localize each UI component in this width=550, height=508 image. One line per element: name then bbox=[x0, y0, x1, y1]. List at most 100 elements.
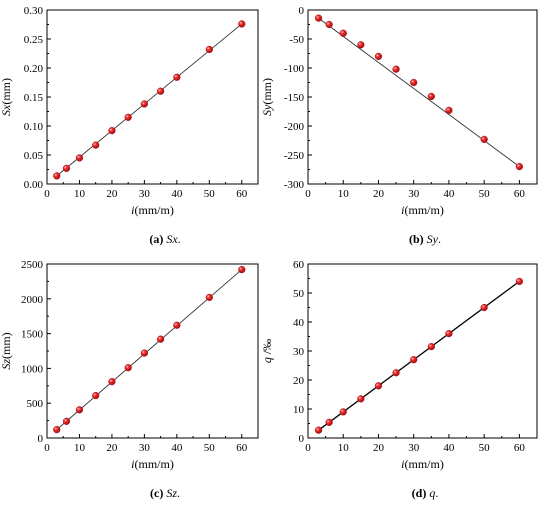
x-axis-label-a: i(mm/m) bbox=[131, 203, 174, 217]
data-point-c bbox=[92, 391, 100, 400]
data-point-a bbox=[140, 100, 148, 108]
data-point-c bbox=[173, 321, 181, 329]
caption-d-name: q bbox=[429, 486, 436, 500]
y-tick-label-b: -150 bbox=[284, 92, 305, 104]
data-point-c bbox=[140, 349, 148, 357]
y-tick-label-a: 0.10 bbox=[24, 121, 44, 133]
caption-d-label: (d) bbox=[411, 486, 427, 500]
data-point-d bbox=[480, 303, 488, 312]
fit-line-b bbox=[318, 17, 520, 167]
x-tick-label-d: 50 bbox=[479, 442, 491, 454]
x-tick-label-a: 0 bbox=[44, 188, 50, 200]
data-point-d bbox=[325, 418, 333, 426]
data-point-b bbox=[374, 52, 383, 61]
x-tick-label-d: 40 bbox=[443, 442, 455, 454]
x-tick-label-a: 60 bbox=[236, 188, 248, 200]
x-tick-label-d: 20 bbox=[373, 442, 385, 454]
x-tick-label-a: 50 bbox=[204, 188, 216, 200]
x-tick-label-c: 30 bbox=[139, 442, 151, 454]
x-tick-label-d: 30 bbox=[408, 442, 420, 454]
chart-a: 0 10 20 30 40 50 60 0.00 0.05 0.10 0.15 0.20 0.25 0.3… bbox=[0, 5, 259, 217]
x-tick-label-c: 60 bbox=[236, 442, 248, 454]
y-tick-label-c: 0 bbox=[38, 433, 44, 445]
data-point-c bbox=[124, 364, 132, 372]
caption-c-label: (c) bbox=[150, 486, 164, 500]
y-tick-label-b: -250 bbox=[284, 150, 305, 162]
data-point-c bbox=[157, 335, 165, 343]
y-tick-label-c: 2500 bbox=[21, 259, 44, 271]
data-point-d bbox=[392, 369, 400, 377]
y-tick-label-b: -100 bbox=[284, 63, 305, 75]
x-tick-label-c: 10 bbox=[74, 442, 86, 454]
caption-c-suffix: . bbox=[177, 486, 180, 500]
data-point-b bbox=[427, 92, 435, 101]
x-tick-label-d: 0 bbox=[305, 442, 311, 454]
data-point-b bbox=[325, 20, 333, 29]
y-tick-label-a: 0.20 bbox=[24, 63, 44, 75]
caption-a-label: (a) bbox=[149, 232, 164, 246]
y-tick-label-c: 1000 bbox=[21, 363, 44, 375]
x-tick-label-b: 20 bbox=[373, 188, 385, 200]
y-tick-label-b: -200 bbox=[284, 121, 305, 133]
data-point-a bbox=[108, 127, 116, 135]
x-tick-label-b: 30 bbox=[408, 188, 420, 200]
data-point-b bbox=[515, 163, 523, 171]
y-tick-label-b: -50 bbox=[289, 34, 304, 46]
caption-a-suffix: . bbox=[177, 232, 181, 246]
data-point-c bbox=[108, 378, 116, 386]
caption-c: (c) Sz. bbox=[75, 486, 255, 501]
y-tick-label-a: 0.25 bbox=[24, 34, 44, 46]
y-tick-label-c: 2000 bbox=[21, 294, 44, 306]
y-tick-label-d: 10 bbox=[293, 404, 305, 416]
data-point-a bbox=[62, 164, 71, 172]
data-point-b bbox=[314, 14, 323, 22]
y-tick-label-d: 0 bbox=[299, 433, 305, 445]
y-tick-label-d: 60 bbox=[293, 259, 305, 271]
x-tick-label-a: 10 bbox=[74, 188, 86, 200]
data-point-a bbox=[124, 113, 132, 121]
x-tick-label-c: 0 bbox=[44, 442, 50, 454]
caption-d-suffix: . bbox=[435, 486, 439, 500]
data-point-d bbox=[357, 395, 365, 403]
data-point-d bbox=[445, 330, 453, 338]
x-axis-label-d: i(mm/m) bbox=[401, 457, 444, 471]
data-point-a bbox=[53, 172, 61, 180]
data-point-c bbox=[62, 417, 71, 425]
fit-line-a bbox=[56, 23, 243, 177]
caption-b: (b) Sy. bbox=[335, 232, 515, 247]
data-point-d bbox=[427, 343, 435, 351]
y-tick-label-d: 40 bbox=[293, 317, 305, 329]
fit-line-c bbox=[56, 269, 243, 430]
data-point-c bbox=[238, 265, 246, 274]
caption-d: (d) q. bbox=[335, 486, 515, 501]
caption-b-label: (b) bbox=[409, 232, 424, 246]
data-point-b bbox=[339, 29, 347, 37]
x-tick-label-d: 60 bbox=[514, 442, 526, 454]
y-axis-label-d: q /‰ bbox=[260, 339, 274, 363]
x-tick-label-b: 50 bbox=[479, 188, 491, 200]
data-point-a bbox=[157, 87, 165, 95]
y-tick-label-c: 500 bbox=[27, 398, 44, 410]
chart-c: 0 10 20 30 40 50 60 0 500 1000 1500 2000 2500 i(mm/m)… bbox=[0, 259, 259, 471]
x-tick-label-c: 50 bbox=[204, 442, 216, 454]
y-tick-label-c: 1500 bbox=[21, 329, 44, 341]
x-tick-label-c: 40 bbox=[171, 442, 183, 454]
y-axis-label-b: Sy(mm) bbox=[260, 78, 274, 116]
data-point-a bbox=[92, 141, 100, 149]
data-point-d bbox=[314, 426, 323, 434]
chart-b: 0 10 20 30 40 50 60 -300 -250 -200 -150 -100 -50 0 i(m… bbox=[260, 5, 538, 217]
x-tick-label-a: 30 bbox=[139, 188, 151, 200]
data-point-b bbox=[392, 65, 400, 73]
data-point-d bbox=[515, 277, 523, 286]
data-point-b bbox=[357, 41, 365, 49]
y-tick-label-d: 50 bbox=[293, 288, 305, 300]
caption-b-name: Sy bbox=[426, 232, 438, 246]
data-point-b bbox=[445, 106, 453, 114]
data-point-d bbox=[374, 382, 383, 390]
x-tick-label-d: 10 bbox=[338, 442, 350, 454]
x-tick-label-a: 20 bbox=[106, 188, 118, 200]
y-tick-label-b: -300 bbox=[284, 179, 305, 191]
y-tick-label-d: 30 bbox=[293, 346, 305, 358]
y-tick-label-a: 0.05 bbox=[24, 150, 44, 162]
